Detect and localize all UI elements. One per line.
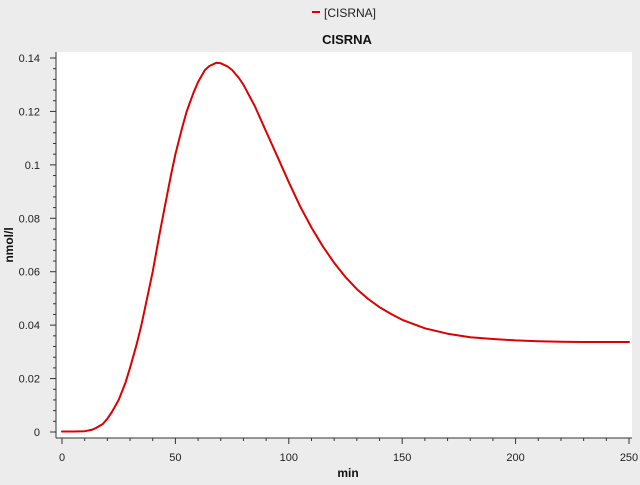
axes: 0 0.02 0.04 0.06 0.08 0.1 0.12 0.14 0 50 100 150 200…: [19, 52, 638, 464]
y-tick-label: 0.14: [19, 53, 40, 65]
x-axis-label: min: [337, 466, 358, 480]
y-tick-label: 0.02: [19, 374, 40, 386]
legend-label: [CISRNA]: [324, 6, 376, 20]
x-tick-label: 150: [393, 452, 411, 464]
x-tick-label: 250: [620, 452, 638, 464]
y-tick-label: 0.04: [19, 320, 40, 332]
legend: [CISRNA]: [312, 6, 376, 20]
series-layer: [61, 61, 630, 433]
x-tick-label: 0: [59, 452, 65, 464]
x-tick-label: 100: [280, 452, 298, 464]
y-tick-label: 0.06: [19, 267, 40, 279]
plot-area: [56, 52, 632, 438]
x-tick-label: 200: [506, 452, 524, 464]
chart-title: CISRNA: [322, 32, 372, 47]
x-tick-label: 50: [169, 452, 181, 464]
series-line-0: [61, 61, 630, 433]
y-tick-label: 0.12: [19, 106, 40, 118]
y-tick-label: 0.1: [25, 160, 40, 172]
y-tick-label: 0.08: [19, 213, 40, 225]
y-tick-label: 0: [34, 427, 40, 439]
y-axis-label: nmol/l: [2, 227, 16, 262]
